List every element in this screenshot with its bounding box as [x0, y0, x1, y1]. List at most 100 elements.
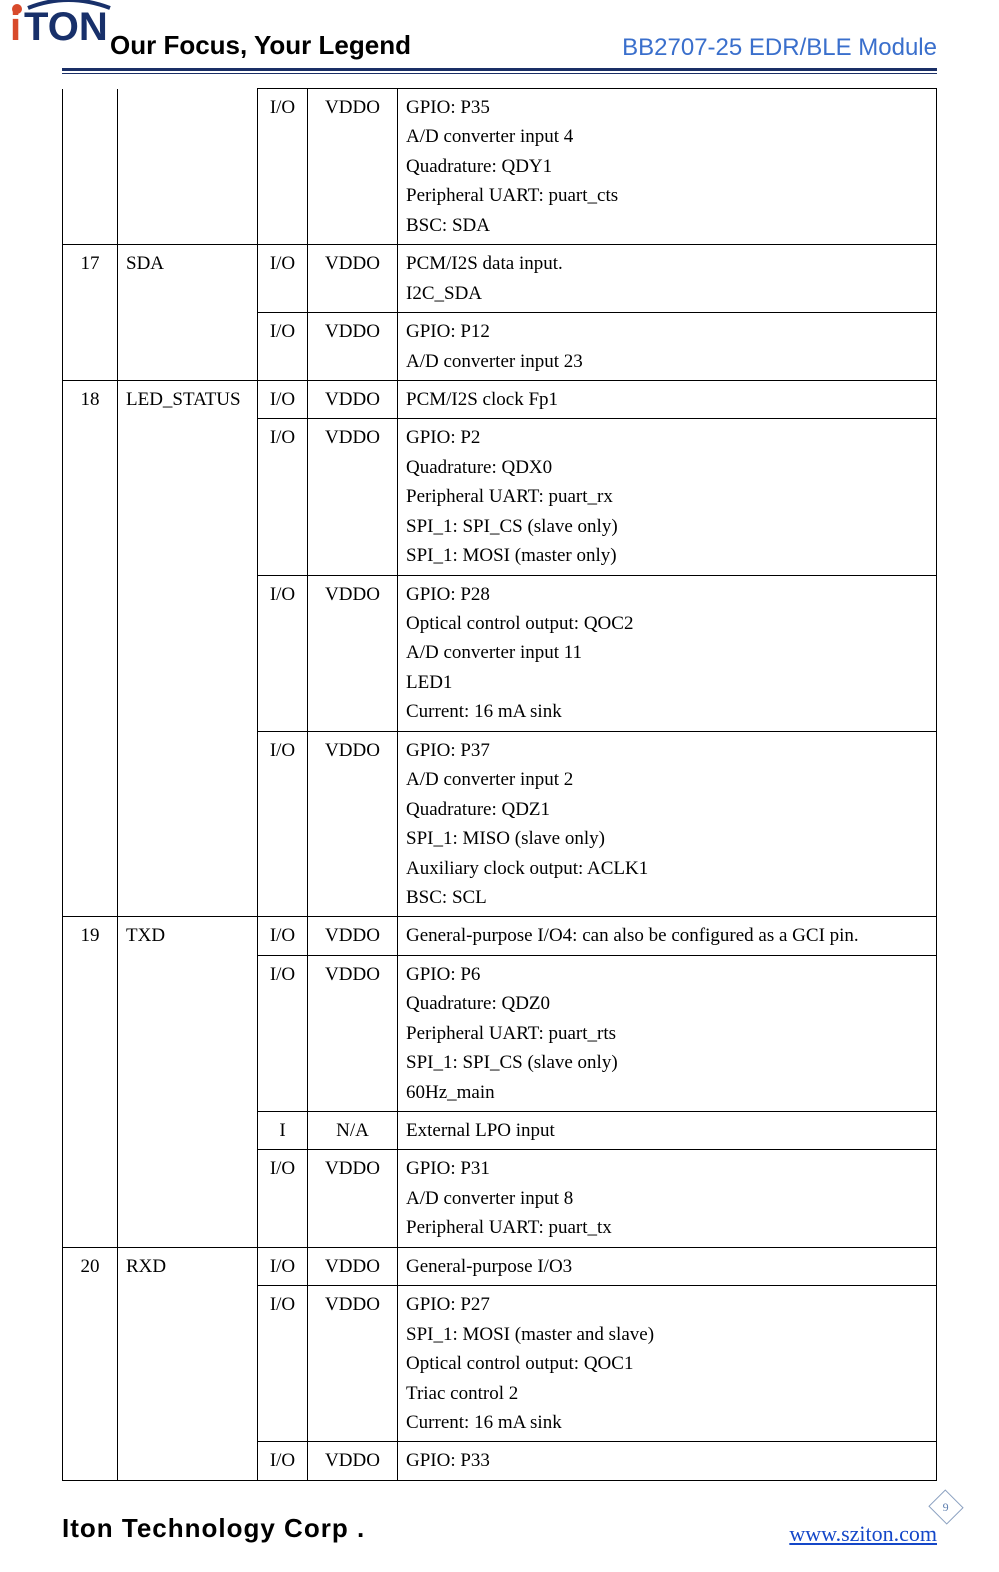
table-row: I/OVDDOGPIO: P35A/D converter input 4Qua…	[63, 89, 937, 245]
pin-direction-cell: I/O	[258, 380, 308, 418]
description-line: Peripheral UART: puart_rx	[406, 482, 928, 511]
pin-direction-cell: I/O	[258, 245, 308, 313]
pin-number-cell: 20	[63, 1247, 118, 1480]
pin-name-cell	[118, 89, 258, 245]
description-line: GPIO: P33	[406, 1446, 928, 1475]
svg-text:TON: TON	[24, 5, 108, 49]
description-line: GPIO: P2	[406, 423, 928, 452]
pin-domain-cell: VDDO	[308, 917, 398, 955]
pin-name-cell: RXD	[118, 1247, 258, 1480]
pin-description-cell: PCM/I2S clock Fp1	[398, 380, 937, 418]
pin-domain-cell: VDDO	[308, 419, 398, 575]
table-row: 17SDAI/OVDDOPCM/I2S data input.I2C_SDA	[63, 245, 937, 313]
pin-domain-cell: VDDO	[308, 313, 398, 381]
pin-domain-cell: VDDO	[308, 575, 398, 731]
pin-domain-cell: VDDO	[308, 1150, 398, 1247]
header-divider	[62, 68, 937, 71]
description-line: SPI_1: SPI_CS (slave only)	[406, 512, 928, 541]
description-line: General-purpose I/O4: can also be config…	[406, 921, 928, 950]
footer-company-name: Iton Technology Corp .	[62, 1513, 365, 1543]
description-line: Quadrature: QDX0	[406, 453, 928, 482]
description-line: GPIO: P12	[406, 317, 928, 346]
pin-domain-cell: VDDO	[308, 380, 398, 418]
pin-domain-cell: VDDO	[308, 1442, 398, 1480]
description-line: GPIO: P28	[406, 580, 928, 609]
pin-description-cell: GPIO: P33	[398, 1442, 937, 1480]
pin-number-cell: 17	[63, 245, 118, 381]
description-line: GPIO: P37	[406, 736, 928, 765]
description-line: A/D converter input 2	[406, 765, 928, 794]
pin-name-cell: LED_STATUS	[118, 380, 258, 916]
company-logo: i TON	[10, 0, 120, 58]
pin-number-cell	[63, 89, 118, 245]
pin-direction-cell: I	[258, 1112, 308, 1150]
pin-description-cell: GPIO: P27SPI_1: MOSI (master and slave)O…	[398, 1286, 937, 1442]
description-line: SPI_1: SPI_CS (slave only)	[406, 1048, 928, 1077]
pin-domain-cell: VDDO	[308, 89, 398, 245]
pin-description-cell: GPIO: P12A/D converter input 23	[398, 313, 937, 381]
pin-number-cell: 19	[63, 917, 118, 1247]
pin-domain-cell: VDDO	[308, 1247, 398, 1285]
description-line: A/D converter input 23	[406, 347, 928, 376]
pin-name-cell: TXD	[118, 917, 258, 1247]
table-row: 20RXDI/OVDDOGeneral-purpose I/O3	[63, 1247, 937, 1285]
pin-domain-cell: VDDO	[308, 731, 398, 917]
description-line: I2C_SDA	[406, 279, 928, 308]
description-line: Peripheral UART: puart_rts	[406, 1019, 928, 1048]
pin-description-cell: General-purpose I/O4: can also be config…	[398, 917, 937, 955]
page-number: 9	[943, 1499, 949, 1514]
pin-number-cell: 18	[63, 380, 118, 916]
pin-direction-cell: I/O	[258, 575, 308, 731]
description-line: Peripheral UART: puart_cts	[406, 181, 928, 210]
table-row: 18LED_STATUSI/OVDDOPCM/I2S clock Fp1	[63, 380, 937, 418]
description-line: GPIO: P31	[406, 1154, 928, 1183]
description-line: General-purpose I/O3	[406, 1252, 928, 1281]
pin-description-cell: GPIO: P6Quadrature: QDZ0Peripheral UART:…	[398, 955, 937, 1111]
description-line: GPIO: P35	[406, 93, 928, 122]
description-line: LED1	[406, 668, 928, 697]
pin-description-cell: PCM/I2S data input.I2C_SDA	[398, 245, 937, 313]
description-line: SPI_1: MOSI (master and slave)	[406, 1320, 928, 1349]
pin-domain-cell: N/A	[308, 1112, 398, 1150]
description-line: A/D converter input 4	[406, 122, 928, 151]
pin-direction-cell: I/O	[258, 731, 308, 917]
description-line: SPI_1: MOSI (master only)	[406, 541, 928, 570]
pin-description-cell: GPIO: P2Quadrature: QDX0Peripheral UART:…	[398, 419, 937, 575]
pin-domain-cell: VDDO	[308, 1286, 398, 1442]
description-line: Quadrature: QDZ1	[406, 795, 928, 824]
pin-direction-cell: I/O	[258, 313, 308, 381]
pin-description-cell: GPIO: P37A/D converter input 2Quadrature…	[398, 731, 937, 917]
pin-direction-cell: I/O	[258, 955, 308, 1111]
pin-description-cell: External LPO input	[398, 1112, 937, 1150]
pin-direction-cell: I/O	[258, 917, 308, 955]
description-line: PCM/I2S data input.	[406, 249, 928, 278]
pin-table: I/OVDDOGPIO: P35A/D converter input 4Qua…	[62, 88, 937, 1481]
page-number-badge: 9	[928, 1489, 963, 1524]
header-divider	[62, 73, 937, 74]
pin-name-cell: SDA	[118, 245, 258, 381]
description-line: Current: 16 mA sink	[406, 697, 928, 726]
description-line: Optical control output: QOC1	[406, 1349, 928, 1378]
page-header: i TON Our Focus, Your Legend BB2707-25 E…	[0, 0, 999, 78]
content-area: I/OVDDOGPIO: P35A/D converter input 4Qua…	[0, 78, 999, 1481]
footer-website-link[interactable]: www.sziton.com	[789, 1521, 937, 1547]
description-line: Quadrature: QDY1	[406, 152, 928, 181]
description-line: Current: 16 mA sink	[406, 1408, 928, 1437]
description-line: SPI_1: MISO (slave only)	[406, 824, 928, 853]
pin-domain-cell: VDDO	[308, 245, 398, 313]
description-line: 60Hz_main	[406, 1078, 928, 1107]
description-line: A/D converter input 11	[406, 638, 928, 667]
description-line: GPIO: P6	[406, 960, 928, 989]
pin-description-cell: GPIO: P31A/D converter input 8Peripheral…	[398, 1150, 937, 1247]
description-line: Triac control 2	[406, 1379, 928, 1408]
pin-direction-cell: I/O	[258, 1286, 308, 1442]
description-line: BSC: SCL	[406, 883, 928, 912]
pin-direction-cell: I/O	[258, 1150, 308, 1247]
description-line: Auxiliary clock output: ACLK1	[406, 854, 928, 883]
description-line: A/D converter input 8	[406, 1184, 928, 1213]
description-line: PCM/I2S clock Fp1	[406, 385, 928, 414]
pin-description-cell: GPIO: P28Optical control output: QOC2A/D…	[398, 575, 937, 731]
description-line: Quadrature: QDZ0	[406, 989, 928, 1018]
page-footer: 9 Iton Technology Corp . www.sziton.com	[0, 1481, 999, 1564]
description-line: GPIO: P27	[406, 1290, 928, 1319]
